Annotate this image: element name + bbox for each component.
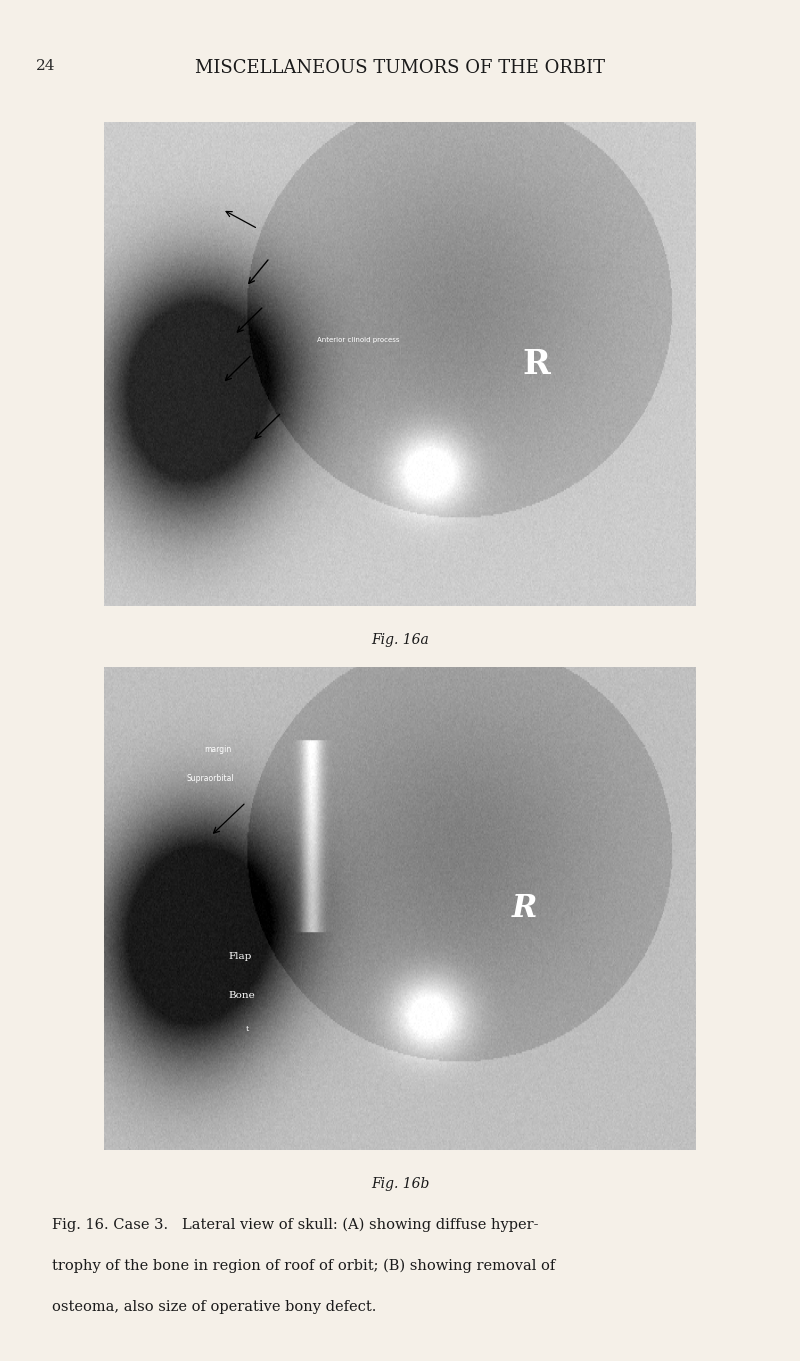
Text: R: R	[522, 347, 550, 381]
Text: Fig. 16b: Fig. 16b	[371, 1177, 429, 1191]
Text: Bone: Bone	[228, 991, 255, 1000]
Text: osteoma, also size of operative bony defect.: osteoma, also size of operative bony def…	[52, 1300, 376, 1313]
Text: Fig. 16. Case 3.   Lateral view of skull: (A) showing diffuse hyper-: Fig. 16. Case 3. Lateral view of skull: …	[52, 1218, 538, 1233]
Text: R: R	[512, 893, 537, 924]
Text: Fig. 16a: Fig. 16a	[371, 633, 429, 646]
Text: margin: margin	[205, 744, 232, 754]
Text: t: t	[246, 1025, 250, 1033]
Text: Anterior clinoid process: Anterior clinoid process	[317, 338, 400, 343]
Text: Flap: Flap	[228, 953, 252, 961]
Text: 24: 24	[36, 59, 55, 72]
Text: trophy of the bone in region of roof of orbit; (B) showing removal of: trophy of the bone in region of roof of …	[52, 1259, 555, 1274]
Text: MISCELLANEOUS TUMORS OF THE ORBIT: MISCELLANEOUS TUMORS OF THE ORBIT	[195, 59, 605, 76]
Text: Supraorbital: Supraorbital	[187, 773, 234, 783]
